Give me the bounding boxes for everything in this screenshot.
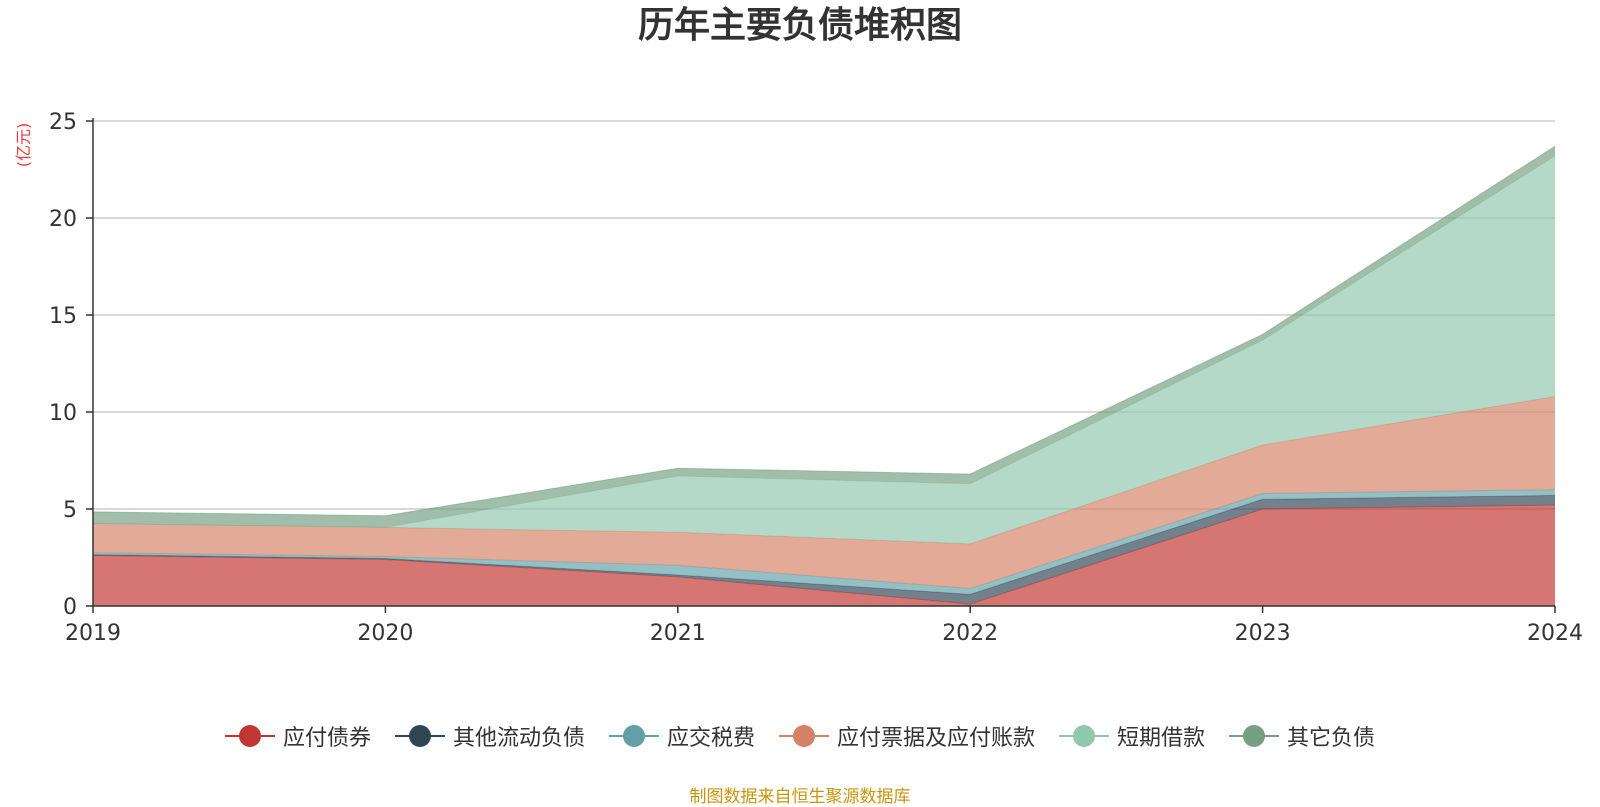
legend-marker-icon [779,724,829,748]
legend-label: 其它负债 [1287,726,1376,751]
legend-label: 应付债券 [282,726,371,751]
x-tick-label: 2019 [65,621,121,646]
legend-item[interactable]: 应付债券 [224,720,371,752]
area-series-3 [93,396,1555,589]
legend: 应付债券 其他流动负债 应交税费 应付票据及应付账款 短期借款 其它负债 [0,720,1600,752]
legend-label: 短期借款 [1117,726,1206,751]
line-series-5 [92,145,1556,517]
line-series-2 [92,489,1556,590]
x-tick-label: 2022 [942,621,998,646]
legend-label: 应付票据及应付账款 [837,726,1036,751]
chart-plot: 0 5 10 15 20 25 2019 2020 2021 2022 2023 2024 [49,110,1583,646]
legend-item[interactable]: 应付票据及应付账款 [779,720,1035,752]
y-tick-label: 0 [63,595,77,620]
y-tick-label: 15 [49,304,77,329]
x-tick-label: 2021 [650,621,706,646]
legend-marker-icon [608,724,659,748]
y-tick-label: 5 [63,498,77,523]
x-tick-label: 2023 [1235,621,1291,646]
legend-marker-icon [1229,724,1280,748]
legend-item[interactable]: 应交税费 [608,720,755,752]
area-series-0 [93,505,1555,606]
x-tick-label: 2020 [357,621,413,646]
legend-marker-icon [1059,724,1110,748]
area-series-4 [93,155,1555,544]
y-tick-label: 20 [49,207,77,232]
legend-label: 其他流动负债 [452,726,585,751]
legend-item[interactable]: 其他流动负债 [394,720,585,752]
y-tick-label: 10 [49,401,77,426]
area-series-1 [93,495,1555,605]
source-note: 制图数据来自恒生聚源数据库 [689,787,911,807]
y-tick-label: 25 [49,110,77,135]
legend-marker-icon [394,724,445,748]
chart-title: 历年主要负债堆积图 [637,5,962,46]
legend-marker-icon [224,724,275,748]
legend-item[interactable]: 短期借款 [1059,720,1205,752]
x-tick-label: 2024 [1527,621,1583,646]
legend-item[interactable]: 其它负债 [1229,720,1375,752]
area-series-5 [93,146,1555,528]
legend-label: 应交税费 [666,726,755,751]
